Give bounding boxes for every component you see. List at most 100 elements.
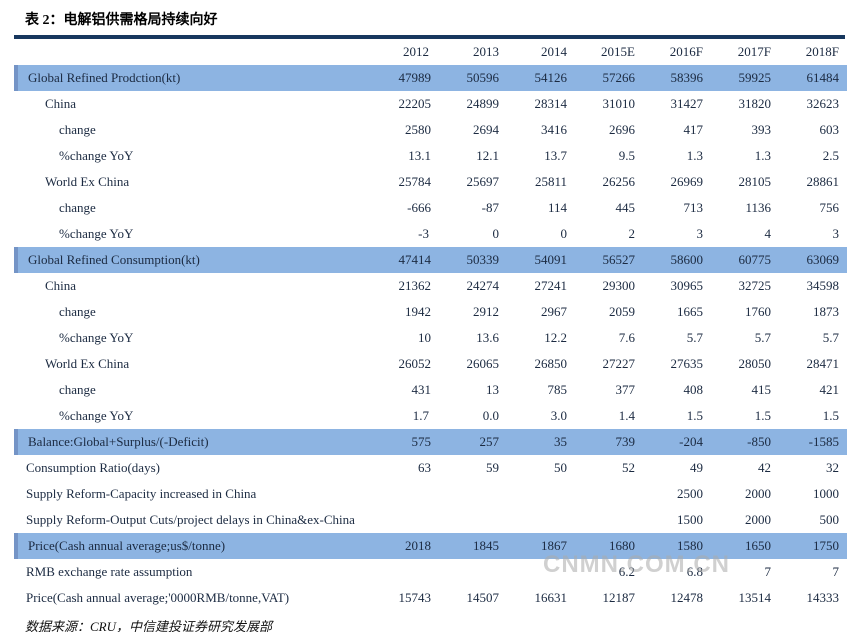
value-cell: 15743: [398, 590, 432, 605]
value-cell: -850: [711, 429, 779, 455]
value-cell: [439, 507, 507, 533]
value-cell: 58396: [643, 65, 711, 91]
value-cell: 25697: [466, 174, 500, 189]
value-cell: 7.6: [618, 330, 635, 345]
table-row: Price(Cash annual average;us$/tonne) 2018…: [14, 533, 847, 559]
value-cell: 2912: [473, 304, 499, 319]
value-cell: 5.7: [686, 330, 703, 345]
value-cell: 1750: [779, 533, 847, 559]
value-cell: 1650: [711, 533, 779, 559]
value-cell: 13.7: [544, 148, 567, 163]
table-row: China 21362 24274 27241 29300 30965 32725 34598: [16, 273, 847, 299]
value-cell: 24274: [466, 278, 500, 293]
table-row: RMB exchange rate assumption 6.2 6.8 7 7: [16, 559, 847, 585]
value-cell: 32725: [738, 278, 772, 293]
value-cell: 12478: [670, 590, 704, 605]
table-row: World Ex China 25784 25697 25811 26256 26969 2…: [16, 169, 847, 195]
value-cell: 1873: [813, 304, 839, 319]
row-label-cell: change: [59, 382, 96, 397]
row-label-cell: China: [45, 96, 77, 111]
year-header-cell: 2015E: [601, 44, 635, 59]
value-cell: [507, 559, 575, 585]
value-cell: 408: [683, 382, 704, 397]
value-cell: 739: [575, 429, 643, 455]
value-cell: 59: [486, 460, 499, 475]
table-row: change 1942 2912 2967 2059 1665 1760 1873: [16, 299, 847, 325]
value-cell: 6.8: [686, 564, 703, 579]
table-row: Supply Reform-Capacity increased in Chin…: [16, 481, 847, 507]
row-label-cell: Consumption Ratio(days): [26, 460, 160, 475]
year-header-cell: 2017F: [737, 44, 771, 59]
value-cell: 1000: [813, 486, 839, 501]
value-cell: 10: [418, 330, 431, 345]
value-cell: [371, 559, 439, 585]
value-cell: 4: [764, 226, 772, 241]
value-cell: [575, 507, 643, 533]
value-cell: 47414: [371, 247, 439, 273]
table-row: %change YoY 10 13.6 12.2 7.6 5.7 5.7 5.7: [16, 325, 847, 351]
value-cell: 12187: [602, 590, 636, 605]
table-body: Global Refined Prodction(kt) 47989 50596 54…: [14, 65, 847, 611]
value-cell: 49: [690, 460, 703, 475]
value-cell: 42: [758, 460, 771, 475]
row-label-cell: Global Refined Consumption(kt): [14, 247, 371, 273]
table-row: China 22205 24899 28314 31010 31427 31820 32623: [16, 91, 847, 117]
value-cell: 28861: [806, 174, 840, 189]
value-cell: 1500: [677, 512, 703, 527]
data-source-note: 数据来源：CRU，中信建投证券研究发展部: [25, 619, 273, 632]
table-row: %change YoY -3 0 0 2 3 4 3: [16, 221, 847, 247]
value-cell: 12.1: [476, 148, 499, 163]
value-cell: 1845: [439, 533, 507, 559]
table-header-row: 2012 2013 2014 2015E 2016F 2017F 2018F: [16, 39, 847, 65]
value-cell: -87: [481, 200, 499, 215]
value-cell: [439, 481, 507, 507]
value-cell: 14333: [806, 590, 840, 605]
value-cell: 30965: [670, 278, 704, 293]
value-cell: 52: [622, 460, 635, 475]
value-cell: 26969: [670, 174, 704, 189]
value-cell: [575, 481, 643, 507]
value-cell: 1.7: [412, 408, 429, 423]
row-label-cell: Balance:Global+Surplus/(-Deficit): [14, 429, 371, 455]
value-cell: 2.5: [822, 148, 839, 163]
value-cell: 6.2: [618, 564, 635, 579]
value-cell: 1942: [405, 304, 431, 319]
value-cell: 3.0: [550, 408, 567, 423]
value-cell: 0: [492, 226, 500, 241]
value-cell: 29300: [602, 278, 636, 293]
value-cell: 31010: [602, 96, 636, 111]
value-cell: 417: [683, 122, 704, 137]
value-cell: 31427: [670, 96, 704, 111]
row-label-cell: World Ex China: [45, 356, 130, 371]
value-cell: 1.3: [754, 148, 771, 163]
value-cell: 25784: [398, 174, 432, 189]
value-cell: 1136: [745, 200, 771, 215]
value-cell: 0: [560, 226, 568, 241]
value-cell: 26256: [602, 174, 636, 189]
value-cell: 756: [819, 200, 840, 215]
value-cell: 5.7: [822, 330, 839, 345]
value-cell: 1.3: [686, 148, 703, 163]
value-cell: 2696: [609, 122, 635, 137]
value-cell: 50596: [439, 65, 507, 91]
value-cell: 28314: [534, 96, 568, 111]
value-cell: 7: [832, 564, 840, 579]
value-cell: 2000: [745, 486, 771, 501]
value-cell: 2000: [745, 512, 771, 527]
value-cell: 0.0: [482, 408, 499, 423]
table-row: Global Refined Prodction(kt) 47989 50596 54…: [14, 65, 847, 91]
year-header-cell: 2016F: [669, 44, 703, 59]
value-cell: 14507: [466, 590, 500, 605]
value-cell: 114: [547, 200, 567, 215]
value-cell: [507, 507, 575, 533]
value-cell: 445: [615, 200, 636, 215]
value-cell: 27227: [602, 356, 636, 371]
value-cell: 50339: [439, 247, 507, 273]
value-cell: 13.6: [476, 330, 499, 345]
table-row: %change YoY 1.7 0.0 3.0 1.4 1.5 1.5 1.5: [16, 403, 847, 429]
value-cell: 1.5: [686, 408, 703, 423]
row-label-cell: Supply Reform-Output Cuts/project delays…: [26, 512, 355, 527]
value-cell: 9.5: [618, 148, 635, 163]
table-row: change -666 -87 114 445 713 1136 756: [16, 195, 847, 221]
